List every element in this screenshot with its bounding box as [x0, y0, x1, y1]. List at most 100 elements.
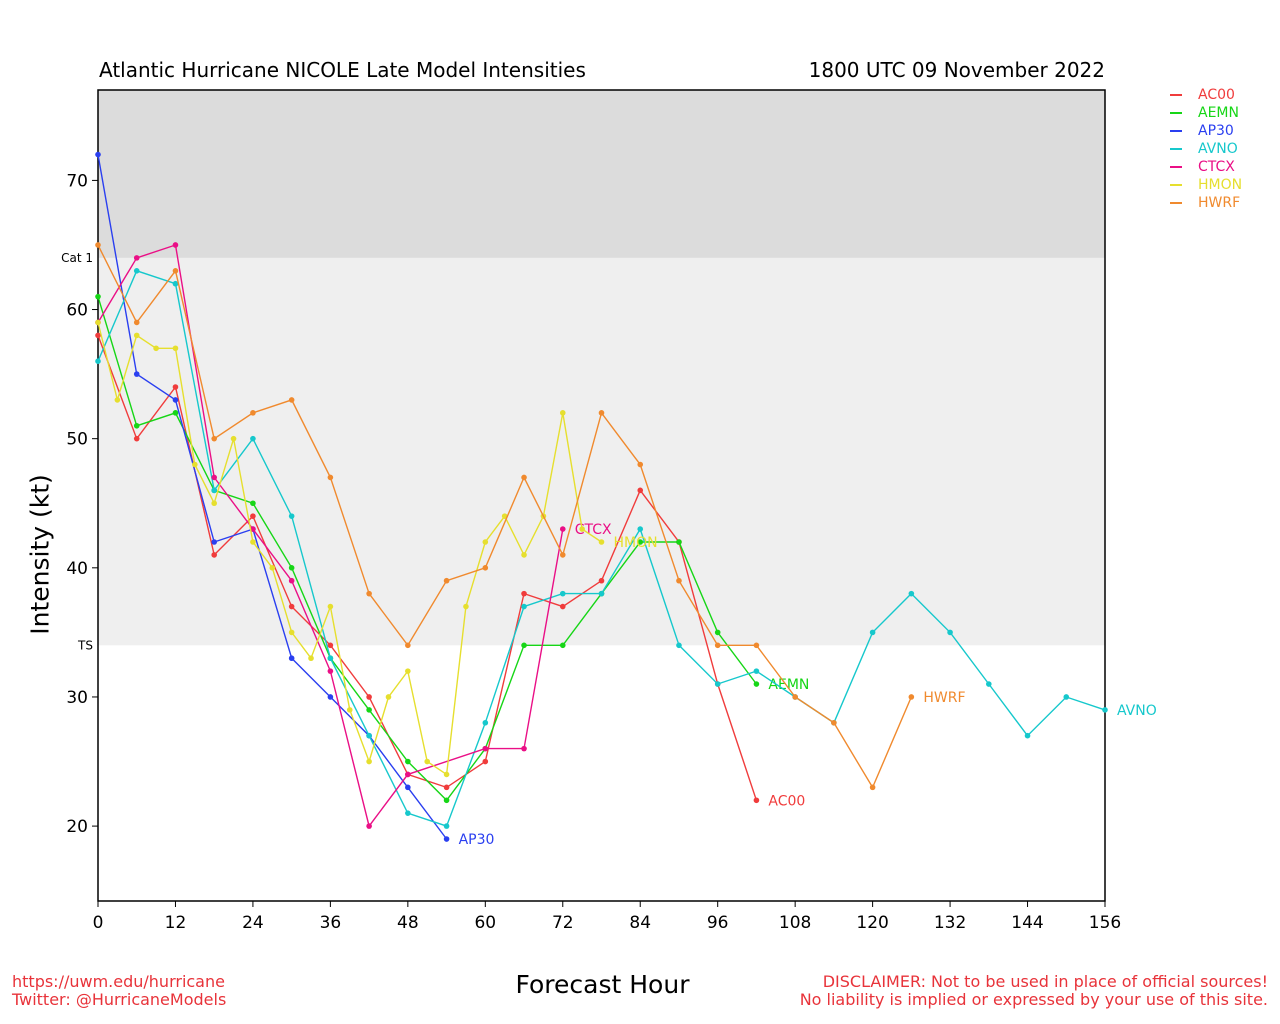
series-end-label: AP30	[459, 832, 495, 848]
data-point-hwrf	[637, 461, 644, 468]
data-point-avno	[521, 603, 527, 610]
data-point-aemn	[172, 410, 179, 416]
threshold-label: TS	[77, 638, 93, 652]
data-point-hmon	[114, 397, 121, 403]
data-point-avno	[288, 513, 295, 519]
y-tick-label: 20	[66, 817, 88, 837]
data-point-aemn	[366, 707, 372, 713]
data-point-avno	[211, 487, 217, 494]
chart-title: Atlantic Hurricane NICOLE Late Model Int…	[99, 58, 586, 82]
data-point-ctcx	[211, 474, 217, 481]
data-point-avno	[1102, 707, 1108, 713]
series-end-label: AC00	[768, 793, 805, 809]
data-point-avno	[908, 590, 915, 597]
data-point-hwrf	[366, 590, 372, 597]
legend: AC00 AEMN AP30 AVNO CTCX HMON HWRF	[1170, 86, 1242, 212]
data-point-hmon	[405, 668, 411, 674]
data-point-ap30	[95, 151, 101, 158]
data-point-ac00	[211, 552, 217, 558]
data-point-avno	[172, 280, 179, 287]
series-end-label: AEMN	[768, 677, 809, 693]
data-point-avno	[95, 358, 101, 364]
data-point-ac00	[327, 642, 334, 649]
data-point-hwrf	[559, 552, 566, 558]
data-point-ctcx	[327, 668, 334, 674]
data-point-hmon	[366, 758, 372, 765]
footer-url[interactable]: https://uwm.edu/hurricane	[12, 972, 225, 991]
footer-twitter[interactable]: Twitter: @HurricaneModels	[12, 990, 227, 1009]
data-point-hmon	[230, 435, 237, 442]
data-point-ac00	[95, 332, 101, 339]
data-point-avno	[869, 629, 876, 636]
data-point-hwrf	[792, 694, 798, 700]
data-point-hwrf	[869, 784, 876, 791]
data-point-aemn	[250, 500, 256, 507]
disclaimer-line-1: DISCLAIMER: Not to be used in place of o…	[822, 972, 1268, 991]
data-point-aemn	[443, 797, 450, 804]
legend-swatch	[1170, 202, 1182, 204]
data-point-aemn	[637, 539, 644, 545]
data-point-hwrf	[482, 565, 489, 571]
legend-label: CTCX	[1198, 159, 1235, 175]
data-point-hmon	[211, 500, 217, 507]
data-point-ctcx	[172, 242, 179, 248]
data-point-hwrf	[443, 577, 450, 584]
data-point-avno	[676, 642, 682, 649]
data-point-ap30	[211, 539, 217, 545]
data-point-hmon	[443, 771, 450, 778]
data-point-ap30	[405, 784, 411, 791]
data-point-hmon	[172, 345, 179, 352]
data-point-hmon	[95, 319, 101, 326]
data-point-hwrf	[95, 242, 101, 248]
data-point-ac00	[288, 603, 295, 610]
series-line-aemn	[97, 296, 757, 802]
data-point-avno	[250, 435, 256, 442]
y-tick-label: 50	[66, 430, 88, 450]
data-point-hwrf	[676, 577, 682, 584]
y-tick-label: 40	[66, 559, 88, 579]
x-tick-label: 36	[320, 913, 342, 933]
data-point-ctcx	[559, 526, 566, 532]
data-point-ctcx	[250, 526, 256, 532]
data-point-avno	[986, 681, 992, 687]
data-point-hmon	[346, 707, 353, 713]
data-point-hmon	[482, 539, 489, 545]
data-point-aemn	[714, 629, 721, 636]
data-point-ctcx	[482, 745, 489, 752]
data-point-ctcx	[288, 577, 295, 584]
x-tick-label: 144	[1011, 913, 1043, 933]
data-point-avno	[133, 267, 140, 274]
data-point-hwrf	[211, 435, 217, 442]
data-point-aemn	[521, 642, 527, 649]
data-point-ac00	[443, 784, 450, 791]
data-point-avno	[637, 526, 644, 532]
x-tick-label: 72	[552, 913, 574, 933]
legend-item: AVNO	[1170, 140, 1242, 158]
data-point-hwrf	[908, 694, 915, 700]
legend-swatch	[1170, 148, 1182, 150]
y-tick-label: 70	[66, 171, 88, 191]
data-point-avno	[1063, 694, 1070, 700]
legend-label: AEMN	[1198, 105, 1239, 121]
data-point-hmon	[463, 603, 469, 610]
legend-item: CTCX	[1170, 158, 1242, 176]
data-point-hmon	[308, 655, 314, 662]
data-point-ac00	[753, 797, 760, 804]
y-tick-label: 30	[66, 688, 88, 708]
data-point-hmon	[288, 629, 295, 636]
data-point-ac00	[559, 603, 566, 610]
data-point-hwrf	[714, 642, 721, 649]
x-tick-label: 24	[242, 913, 264, 933]
legend-label: AC00	[1198, 87, 1235, 103]
legend-item: AEMN	[1170, 104, 1242, 122]
data-point-avno	[598, 590, 605, 597]
data-point-avno	[753, 668, 760, 674]
data-point-ac00	[133, 435, 140, 442]
data-point-hwrf	[753, 642, 760, 649]
series-line-ap30	[97, 154, 448, 840]
data-point-ac00	[598, 577, 605, 584]
data-point-hmon	[579, 526, 585, 532]
data-point-ap30	[327, 694, 334, 700]
legend-swatch	[1170, 112, 1182, 114]
